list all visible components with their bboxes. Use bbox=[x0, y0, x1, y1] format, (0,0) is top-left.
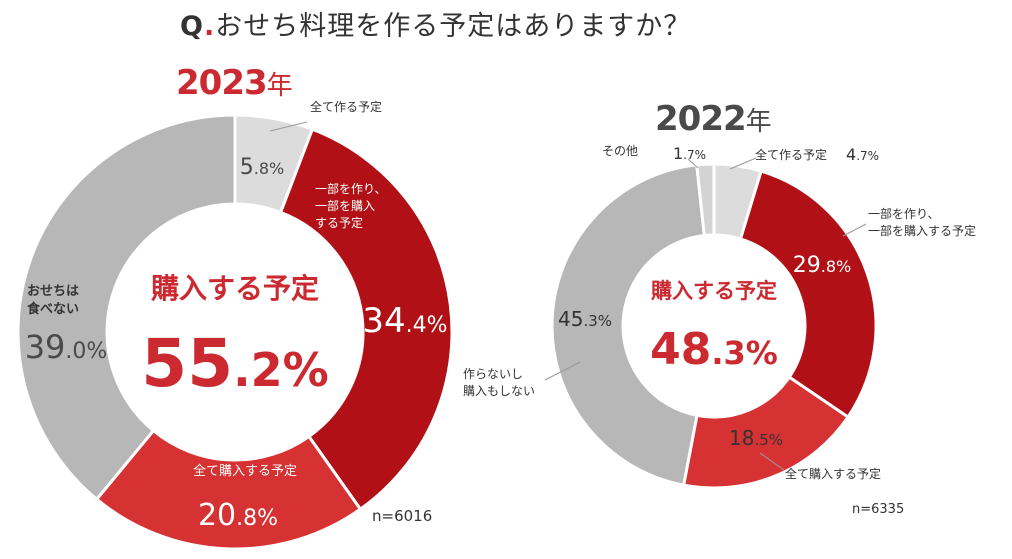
question-text: おせち料理を作る予定はありますか？ bbox=[215, 11, 692, 42]
chart-2022-value-make-and-buy-int: 29 bbox=[793, 253, 821, 278]
chart-2022-label-buy-all-0: 全て購入する予定 bbox=[785, 466, 881, 481]
chart-2022-leader-make-and-buy bbox=[842, 223, 867, 237]
chart-2023-value-not-eat: 39.0% bbox=[25, 328, 108, 366]
chart-2023-center-value-int: 55 bbox=[141, 325, 233, 402]
chart-2022-leader-not-eat bbox=[544, 361, 581, 381]
chart-2022-value-not-eat-int: 45 bbox=[558, 307, 583, 331]
chart-2022-value-make-and-buy: 29.8% bbox=[793, 253, 851, 278]
chart-2023-value-not-eat-dec: .0% bbox=[65, 339, 107, 364]
chart-2022-value-make-and-buy-dec: .8% bbox=[821, 257, 851, 276]
chart-2022-center-value-dec: .3% bbox=[711, 334, 777, 372]
chart-2023-leader-all-make bbox=[269, 121, 308, 132]
chart-2022-year-suffix: 年 bbox=[746, 107, 772, 137]
chart-2023-center-label: 購入する予定 bbox=[151, 272, 319, 305]
chart-2022-value-all-make-int: 4 bbox=[846, 145, 856, 164]
chart-2023-label-make-and-buy-2: する予定 bbox=[315, 215, 363, 230]
chart-2023-value-make-and-buy-int: 34 bbox=[362, 301, 405, 341]
chart-2023-n-label: n=6016 bbox=[372, 507, 432, 525]
chart-2023-value-not-eat-int: 39 bbox=[25, 328, 66, 366]
chart-2023-label-not-eat-1: 食べない bbox=[27, 301, 79, 317]
chart-2023-value-all-make-dec: .8% bbox=[254, 159, 284, 178]
chart-2023-center-value: 55.2% bbox=[141, 325, 328, 402]
chart-2023-label-all-make-0: 全て作る予定 bbox=[310, 99, 382, 114]
chart-2022-leader-all-make bbox=[729, 157, 757, 170]
chart-2022-label-not-eat-0: 作らないし bbox=[463, 367, 523, 381]
chart-2023-label-make-and-buy-0: 一部を作り、 bbox=[315, 181, 387, 196]
chart-2022-value-not-eat-dec: .3% bbox=[583, 312, 612, 330]
chart-2022-slice-other bbox=[695, 162, 716, 238]
chart-2022-leader-other bbox=[687, 158, 699, 169]
chart-2022-value-other: 1.7% bbox=[673, 144, 706, 163]
chart-2022-value-not-eat: 45.3% bbox=[558, 307, 612, 331]
question-prefix: Q bbox=[180, 11, 204, 42]
chart-2022-center-value-int: 48 bbox=[650, 324, 711, 375]
chart-2022-label-other-0: その他 bbox=[602, 144, 638, 158]
chart-2022-year: 2022 bbox=[655, 99, 746, 139]
chart-2023-value-all-make: 5.8% bbox=[240, 155, 284, 180]
chart-2022-slice-make-and-buy bbox=[738, 169, 878, 420]
chart-2023-label-buy-all-0: 全て購入する予定 bbox=[193, 463, 297, 479]
chart-2023-value-make-and-buy-dec: .4% bbox=[406, 313, 448, 338]
chart-2022-value-buy-all-int: 18 bbox=[729, 426, 754, 450]
chart-2022-label-make-and-buy-1: 一部を購入する予定 bbox=[868, 223, 976, 238]
chart-2023-value-buy-all: 20.8% bbox=[198, 498, 278, 533]
chart-2023-value-buy-all-dec: .8% bbox=[236, 506, 278, 531]
chart-2022-label-all-make-0: 全て作る予定 bbox=[755, 147, 827, 162]
chart-2023-slice-make-and-buy bbox=[278, 127, 454, 512]
chart-2022-center-label: 購入する予定 bbox=[650, 279, 777, 303]
chart-2023-slice-not-eat bbox=[16, 113, 237, 502]
chart-2023-year-title: 2023年 bbox=[176, 63, 293, 103]
chart-2022-label-make-and-buy-0: 一部を作り、 bbox=[868, 206, 940, 221]
chart-2022-label-not-eat-1: 購入もしない bbox=[463, 384, 535, 398]
chart-2023-center-value-dec: .2% bbox=[233, 343, 329, 397]
chart-2022-year-title: 2022年 bbox=[655, 99, 772, 139]
chart-2023-value-buy-all-int: 20 bbox=[198, 498, 236, 533]
chart-2022-value-buy-all-dec: .5% bbox=[754, 431, 783, 449]
chart-2023-year-suffix: 年 bbox=[267, 71, 293, 101]
chart-2023-slice-buy-all bbox=[94, 428, 363, 551]
chart-2022-center-value: 48.3% bbox=[650, 324, 778, 375]
chart-2022-value-other-dec: .7% bbox=[683, 148, 706, 162]
chart-2023-value-all-make-int: 5 bbox=[240, 155, 254, 180]
question-title: Q.おせち料理を作る予定はありますか？ bbox=[180, 4, 820, 44]
chart-2022-leader-buy-all bbox=[759, 452, 785, 471]
question-dot: . bbox=[203, 11, 216, 42]
chart-2023-label-not-eat-0: おせちは bbox=[27, 284, 79, 299]
chart-2022-value-all-make-dec: .7% bbox=[856, 149, 879, 163]
chart-2022-slice-not-eat bbox=[550, 163, 706, 487]
chart-2023-label-make-and-buy-1: 一部を購入 bbox=[315, 198, 375, 213]
chart-2022-n-label: n=6335 bbox=[852, 502, 904, 517]
chart-2022-value-buy-all: 18.5% bbox=[729, 426, 783, 450]
chart-2023-value-make-and-buy: 34.4% bbox=[362, 301, 447, 341]
chart-2022-value-all-make: 4.7% bbox=[846, 145, 879, 164]
chart-2023-year: 2023 bbox=[176, 63, 267, 103]
chart-2022-value-other-int: 1 bbox=[673, 144, 683, 163]
